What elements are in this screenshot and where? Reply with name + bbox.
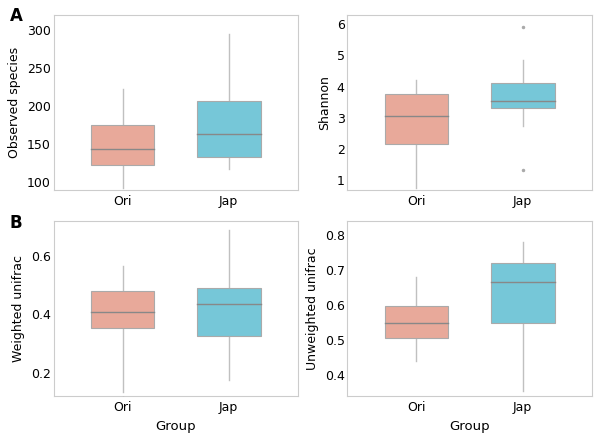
Bar — [197, 288, 260, 336]
Bar — [385, 306, 448, 338]
X-axis label: Group: Group — [155, 420, 196, 433]
Bar — [91, 291, 154, 328]
Bar — [491, 263, 554, 323]
Text: A: A — [10, 7, 22, 26]
Text: B: B — [10, 214, 22, 232]
Y-axis label: Weighted unifrac: Weighted unifrac — [13, 255, 25, 362]
Bar — [491, 83, 554, 108]
Y-axis label: Unweighted unifrac: Unweighted unifrac — [306, 247, 319, 370]
Bar — [91, 125, 154, 165]
X-axis label: Group: Group — [449, 420, 490, 433]
Y-axis label: Shannon: Shannon — [318, 75, 331, 130]
Bar — [197, 101, 260, 157]
Y-axis label: Observed species: Observed species — [8, 47, 22, 158]
Bar — [385, 94, 448, 145]
